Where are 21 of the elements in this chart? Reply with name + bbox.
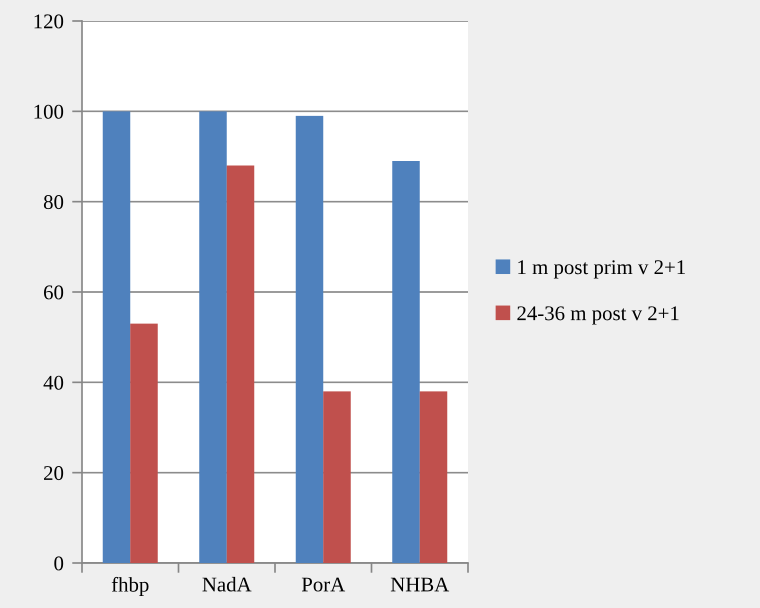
y-tick-label: 40 [44, 376, 64, 390]
y-tick-label: 0 [54, 556, 64, 570]
y-tick-label: 20 [44, 466, 64, 480]
y-tick-label: 60 [44, 285, 64, 300]
legend-label: 1 m post prim v 2+1 [518, 260, 685, 278]
y-tick-label: 100 [34, 104, 64, 119]
bar [420, 391, 448, 563]
x-tick-label: fhbp [112, 576, 149, 596]
y-tick-label: 80 [44, 195, 64, 210]
legend-label: 24-36 m post v 2+1 [517, 306, 679, 325]
bar [130, 324, 158, 563]
bar [323, 391, 351, 563]
bar [392, 161, 420, 563]
x-tick-label: NHBA [390, 578, 450, 592]
bar [199, 111, 227, 563]
bar [296, 116, 324, 563]
y-tick-label: 120 [34, 14, 64, 28]
x-tick-label: NadA [202, 576, 252, 592]
bar [102, 111, 130, 563]
x-tick-label: PorA [302, 578, 346, 592]
bar [226, 166, 254, 563]
